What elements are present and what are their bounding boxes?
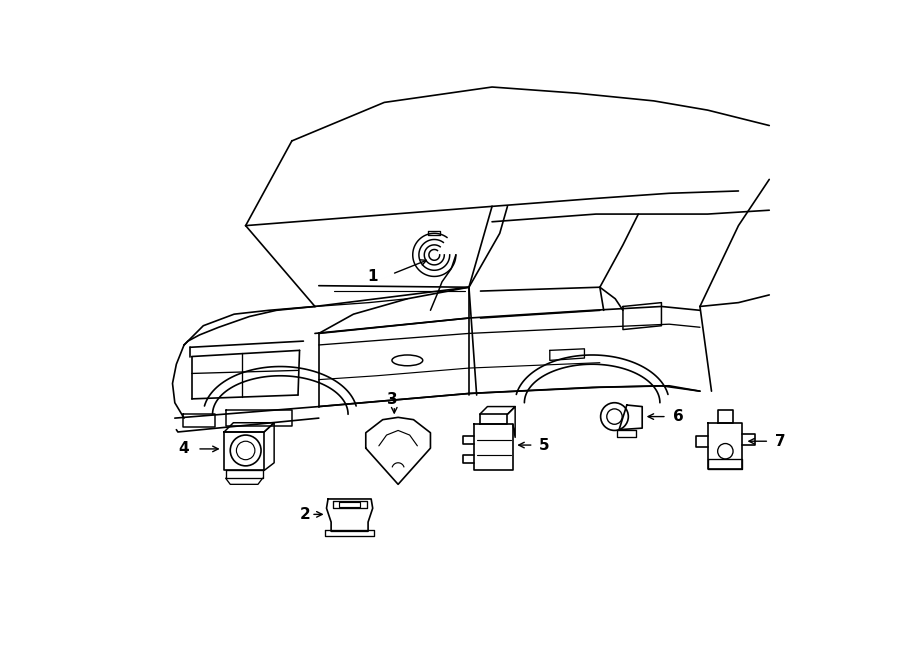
Text: 1: 1 [367,269,378,284]
Text: 6: 6 [673,409,684,424]
Text: 5: 5 [538,438,549,453]
Text: 3: 3 [387,392,397,407]
Text: 7: 7 [776,434,786,449]
Text: 2: 2 [300,507,310,522]
Text: 4: 4 [179,442,189,456]
